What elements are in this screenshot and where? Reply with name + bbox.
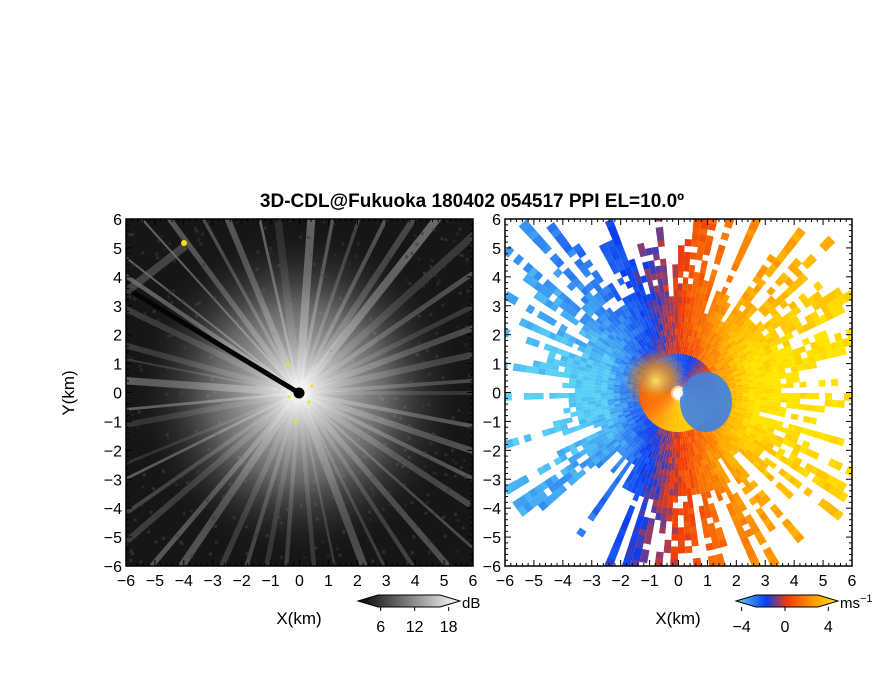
y-tick-label: 3 <box>113 299 122 316</box>
intensity-axis: −6 −5 −4 −3 −2 −1 0 1 2 3 4 5 6 6 5 4 3 2 1 0 −1 −2 −3 −4 −5 −6 <box>104 212 478 590</box>
velocity-panel: −6 −5 −4 −3 −2 −1 0 1 2 3 4 5 6 6 5 4 3 2 1 0 −1 −2 −3 −4 −5 −6 X… <box>483 212 857 628</box>
colorbar-tick-label: 0 <box>781 619 790 636</box>
y-tick-label: 1 <box>492 357 501 374</box>
x-tick-label: −4 <box>554 573 572 590</box>
y-tick-label: −1 <box>104 414 122 431</box>
x-tick-label: −3 <box>204 573 222 590</box>
y-tick-label: −5 <box>483 530 501 547</box>
x-tick-label: −5 <box>525 573 543 590</box>
velocity-xlabel: X(km) <box>655 609 700 628</box>
y-tick-label: 0 <box>113 386 122 403</box>
x-tick-label: −4 <box>175 573 193 590</box>
colorbar-tick-label: 6 <box>376 619 385 636</box>
target-marker <box>181 240 187 246</box>
y-tick-label: −3 <box>483 472 501 489</box>
x-tick-label: −2 <box>612 573 630 590</box>
y-tick-label: −2 <box>104 443 122 460</box>
x-tick-label: 1 <box>703 573 712 590</box>
intensity-ylabel: Y(km) <box>59 370 78 415</box>
x-tick-label: 5 <box>440 573 449 590</box>
velocity-colorbar-label: ms−1 <box>840 593 873 612</box>
y-tick-label: −4 <box>104 501 122 518</box>
intensity-shadow-ray <box>126 285 301 396</box>
x-tick-label: −5 <box>146 573 164 590</box>
y-tick-label: −1 <box>483 414 501 431</box>
intensity-colorbar: 6 12 18 dB <box>356 594 480 636</box>
y-tick-label: −3 <box>104 472 122 489</box>
colorbar-tick-label: 18 <box>440 619 458 636</box>
x-tick-label: 6 <box>848 573 857 590</box>
x-tick-label: −1 <box>640 573 658 590</box>
x-tick-label: 5 <box>819 573 828 590</box>
x-tick-label: −6 <box>496 573 514 590</box>
y-tick-label: 5 <box>492 241 501 258</box>
y-tick-label: 1 <box>113 357 122 374</box>
y-tick-label: 2 <box>113 328 122 345</box>
velocity-heatmap <box>505 219 852 566</box>
velocity-colorbar: −4 0 4 ms−1 <box>733 593 873 636</box>
y-tick-label: 3 <box>492 299 501 316</box>
x-tick-label: 3 <box>761 573 770 590</box>
y-tick-label: 0 <box>492 386 501 403</box>
y-tick-label: −4 <box>483 501 501 518</box>
colorbar-tick-label: 4 <box>824 619 833 636</box>
x-tick-label: 0 <box>295 573 304 590</box>
chart-title: 3D-CDL@Fukuoka 180402 054517 PPI EL=10.0… <box>260 191 684 212</box>
x-tick-label: 3 <box>382 573 391 590</box>
y-tick-label: 4 <box>113 270 122 287</box>
x-tick-label: 1 <box>324 573 333 590</box>
y-tick-label: −6 <box>104 559 122 576</box>
x-tick-label: −1 <box>261 573 279 590</box>
intensity-heatmap <box>126 219 473 566</box>
velocity-center-marker <box>673 388 683 398</box>
intensity-panel: −6 −5 −4 −3 −2 −1 0 1 2 3 4 5 6 6 5 4 3 2 1 0 −1 −2 −3 −4 −5 −6 X… <box>59 212 478 628</box>
x-tick-label: 6 <box>469 573 478 590</box>
colorbar-tick-label: 12 <box>406 619 424 636</box>
x-tick-label: 2 <box>353 573 362 590</box>
y-tick-label: 6 <box>492 212 501 229</box>
x-tick-label: 4 <box>790 573 799 590</box>
x-tick-label: −2 <box>233 573 251 590</box>
x-tick-label: 4 <box>411 573 420 590</box>
y-tick-label: 4 <box>492 270 501 287</box>
y-tick-label: 5 <box>113 241 122 258</box>
x-tick-label: −6 <box>117 573 135 590</box>
intensity-xlabel: X(km) <box>276 609 321 628</box>
y-tick-label: −2 <box>483 443 501 460</box>
radar-center-marker <box>293 387 305 399</box>
colorbar-tick-label: −4 <box>733 619 751 636</box>
y-tick-label: −5 <box>104 530 122 547</box>
y-tick-label: 6 <box>113 212 122 229</box>
y-tick-label: 2 <box>492 328 501 345</box>
x-tick-label: 2 <box>732 573 741 590</box>
velocity-axis: −6 −5 −4 −3 −2 −1 0 1 2 3 4 5 6 6 5 4 3 2 1 0 −1 −2 −3 −4 −5 −6 <box>483 212 857 590</box>
x-tick-label: −3 <box>583 573 601 590</box>
intensity-colorbar-label: dB <box>462 595 480 612</box>
x-tick-label: 0 <box>674 573 683 590</box>
y-tick-label: −6 <box>483 559 501 576</box>
